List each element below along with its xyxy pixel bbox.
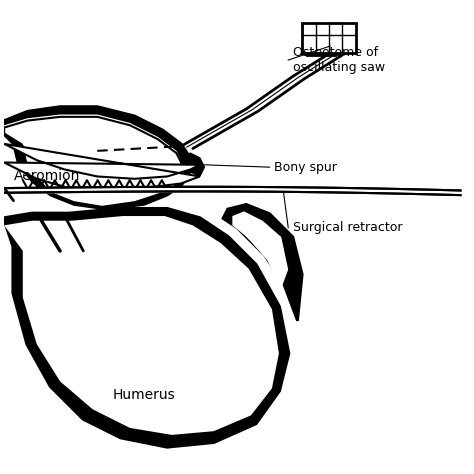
Text: Surgical retractor: Surgical retractor [293,221,402,234]
Text: Osteotome of
oscillating saw: Osteotome of oscillating saw [293,46,385,74]
Bar [302,23,356,53]
Text: Humerus: Humerus [112,388,175,402]
Polygon shape [4,209,288,447]
Text: Aeromion: Aeromion [13,170,80,183]
Polygon shape [4,107,191,209]
Polygon shape [4,144,200,191]
Polygon shape [181,153,204,176]
Polygon shape [232,211,288,288]
Text: Bony spur: Bony spur [274,161,337,173]
Polygon shape [4,216,279,435]
Polygon shape [4,115,183,206]
Polygon shape [223,204,302,321]
